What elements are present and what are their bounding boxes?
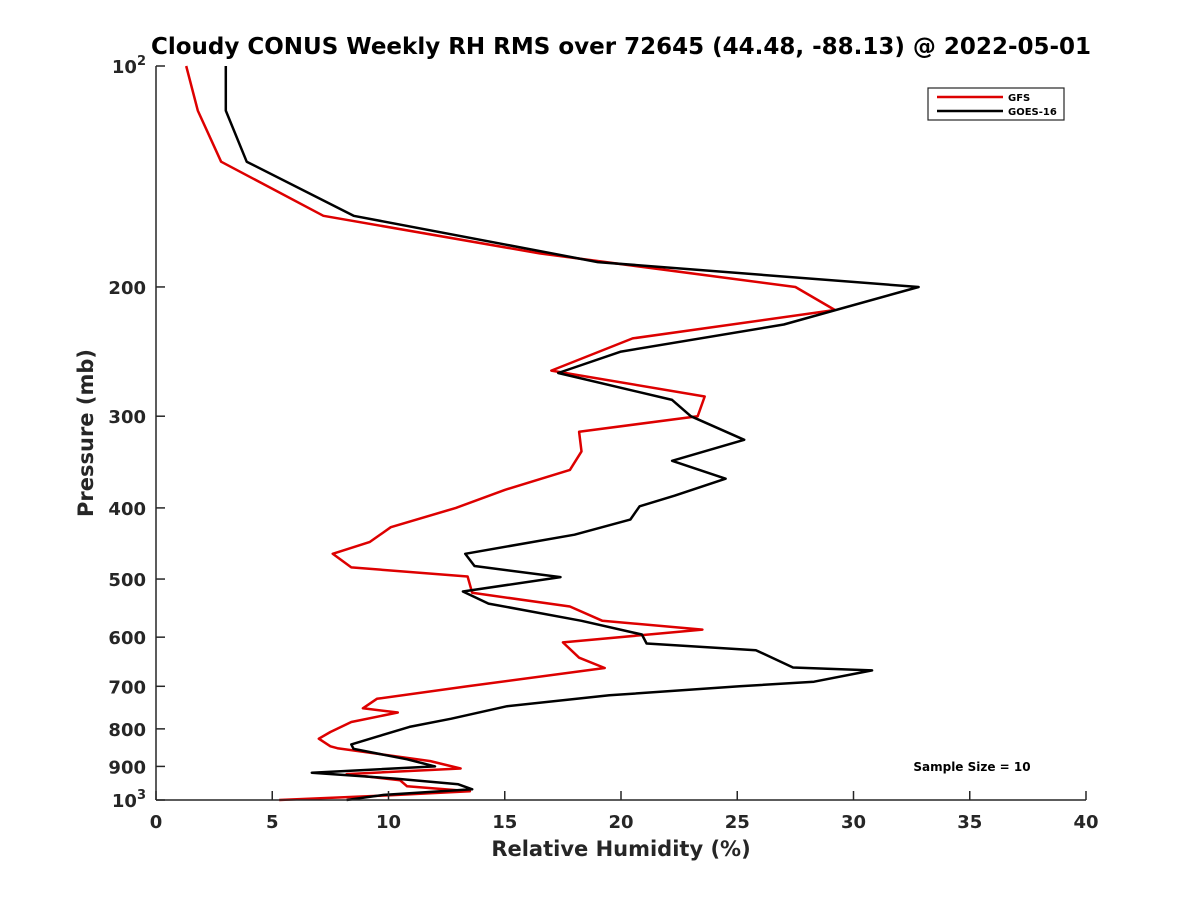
legend-entries: GFS GOES-16: [937, 93, 1057, 118]
x-tick-label: 5: [266, 812, 279, 833]
x-tick-label: 20: [608, 812, 633, 833]
x-tick-label: 25: [725, 812, 750, 833]
y-tick-label: 400: [108, 499, 146, 520]
series-line-goes-16: [224, 66, 920, 802]
y-axis-ticks: 102 200 300 400 500 600 700 800 900 103: [108, 54, 165, 812]
y-tick-label: 900: [108, 757, 146, 778]
x-tick-label: 10: [376, 812, 401, 833]
x-axis-ticks: 0 5 10 15 20 25 30 35 40: [150, 791, 1099, 833]
y-tick-label: 800: [108, 720, 146, 741]
legend: GFS GOES-16: [927, 87, 1065, 121]
y-tick-label: 700: [108, 677, 146, 698]
y-tick-label: 600: [108, 628, 146, 649]
x-tick-label: 30: [841, 812, 866, 833]
y-tick-label: 102: [112, 54, 146, 78]
y-tick-label: 200: [108, 278, 146, 299]
x-tick-label: 35: [957, 812, 982, 833]
x-axis-label: Relative Humidity (%): [491, 837, 750, 861]
legend-label: GOES-16: [1008, 107, 1057, 118]
x-tick-label: 40: [1073, 812, 1098, 833]
y-tick-label: 500: [108, 570, 146, 591]
y-tick-label: 103: [112, 788, 146, 812]
sample-size-annotation: Sample Size = 10: [913, 760, 1030, 774]
plot-background: [156, 66, 1086, 800]
series-layer: [184, 65, 920, 802]
y-axis-label: Pressure (mb): [74, 349, 98, 517]
chart-title: Cloudy CONUS Weekly RH RMS over 72645 (4…: [151, 34, 1091, 60]
legend-box: [927, 87, 1065, 121]
y-tick-label: 300: [108, 407, 146, 428]
x-tick-label: 15: [492, 812, 517, 833]
legend-label: GFS: [1008, 93, 1030, 104]
plot-area: 0 5 10 15 20 25 30 35 40 102 200 300 400 500 600 700 80…: [108, 54, 1098, 833]
x-tick-label: 0: [150, 812, 163, 833]
